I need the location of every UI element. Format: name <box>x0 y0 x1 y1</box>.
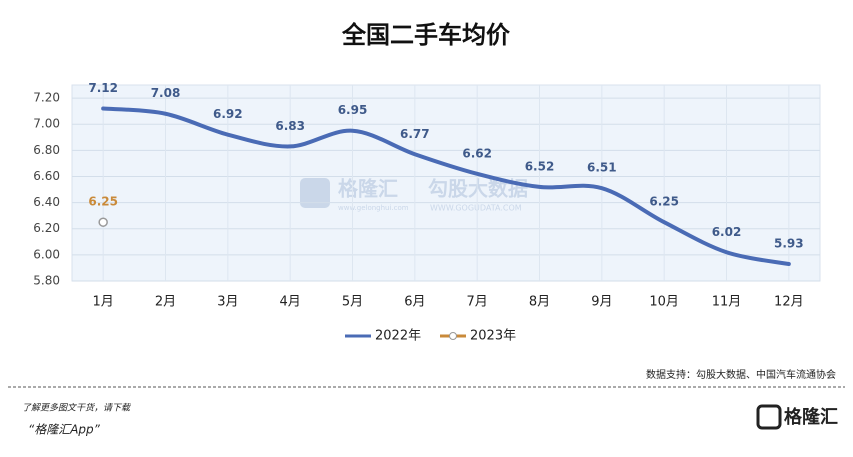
watermark-url: www.gelonghui.com <box>338 204 409 212</box>
data-label: 7.08 <box>151 86 181 100</box>
watermark-url: WWW.GOGUDATA.COM <box>430 204 522 213</box>
footer-text: 了解更多图文干货，请下载 <box>22 403 131 414</box>
plot-area <box>71 84 821 282</box>
y-tick-label: 7.20 <box>33 91 60 105</box>
x-tick-label: 5月 <box>342 295 363 310</box>
legend-label: 2022年 <box>375 329 421 344</box>
x-tick-label: 3月 <box>217 295 238 310</box>
y-tick-label: 5.80 <box>33 274 60 288</box>
legend-marker <box>449 332 457 340</box>
x-tick-label: 12月 <box>774 295 804 310</box>
data-label: 6.77 <box>400 127 430 141</box>
y-tick-label: 6.20 <box>33 221 60 235</box>
x-tick-label: 1月 <box>93 295 114 310</box>
data-label: 6.52 <box>525 159 555 173</box>
x-tick-label: 8月 <box>529 295 550 310</box>
data-label: 5.93 <box>774 237 804 251</box>
y-tick-label: 6.60 <box>33 169 60 183</box>
x-tick-label: 7月 <box>467 295 488 310</box>
legend-label: 2023年 <box>470 329 516 344</box>
data-label: 6.02 <box>712 225 742 239</box>
data-label: 6.25 <box>649 195 679 209</box>
watermark-text: 勾股大数据 <box>428 177 528 201</box>
data-label: 6.83 <box>275 119 305 133</box>
y-tick-label: 6.80 <box>33 143 60 157</box>
logo-icon <box>756 404 782 430</box>
chart-title: 全国二手车均价 <box>341 21 511 49</box>
x-tick-label: 9月 <box>591 295 612 310</box>
x-tick-label: 6月 <box>404 295 425 310</box>
watermark-logo <box>300 178 330 208</box>
source: 数据支持：勾股大数据、中国汽车流通协会 <box>646 368 836 381</box>
x-tick-label: 11月 <box>712 295 742 310</box>
data-label: 6.51 <box>587 161 617 175</box>
y-tick-label: 7.00 <box>33 117 60 131</box>
point <box>98 217 108 227</box>
logo-text: 格隆汇 <box>784 406 838 428</box>
line <box>101 106 791 267</box>
x-tick-label: 4月 <box>280 295 301 310</box>
x-tick-label: 2月 <box>155 295 176 310</box>
y-tick-label: 6.00 <box>33 247 60 261</box>
footer-text: “格隆汇App” <box>28 423 101 437</box>
data-label: 6.92 <box>213 107 243 121</box>
data-label: 6.95 <box>338 103 368 117</box>
watermark-text: 格隆汇 <box>338 177 398 201</box>
data-label: 6.62 <box>462 146 492 160</box>
y-tick-label: 6.40 <box>33 195 60 209</box>
data-label: 7.12 <box>88 81 118 95</box>
data-label: 6.25 <box>88 195 118 209</box>
watermark: 格隆汇 www.gelonghui.com 勾股大数据 WWW.GOGUDATA… <box>300 177 528 213</box>
x-tick-label: 10月 <box>649 295 679 310</box>
